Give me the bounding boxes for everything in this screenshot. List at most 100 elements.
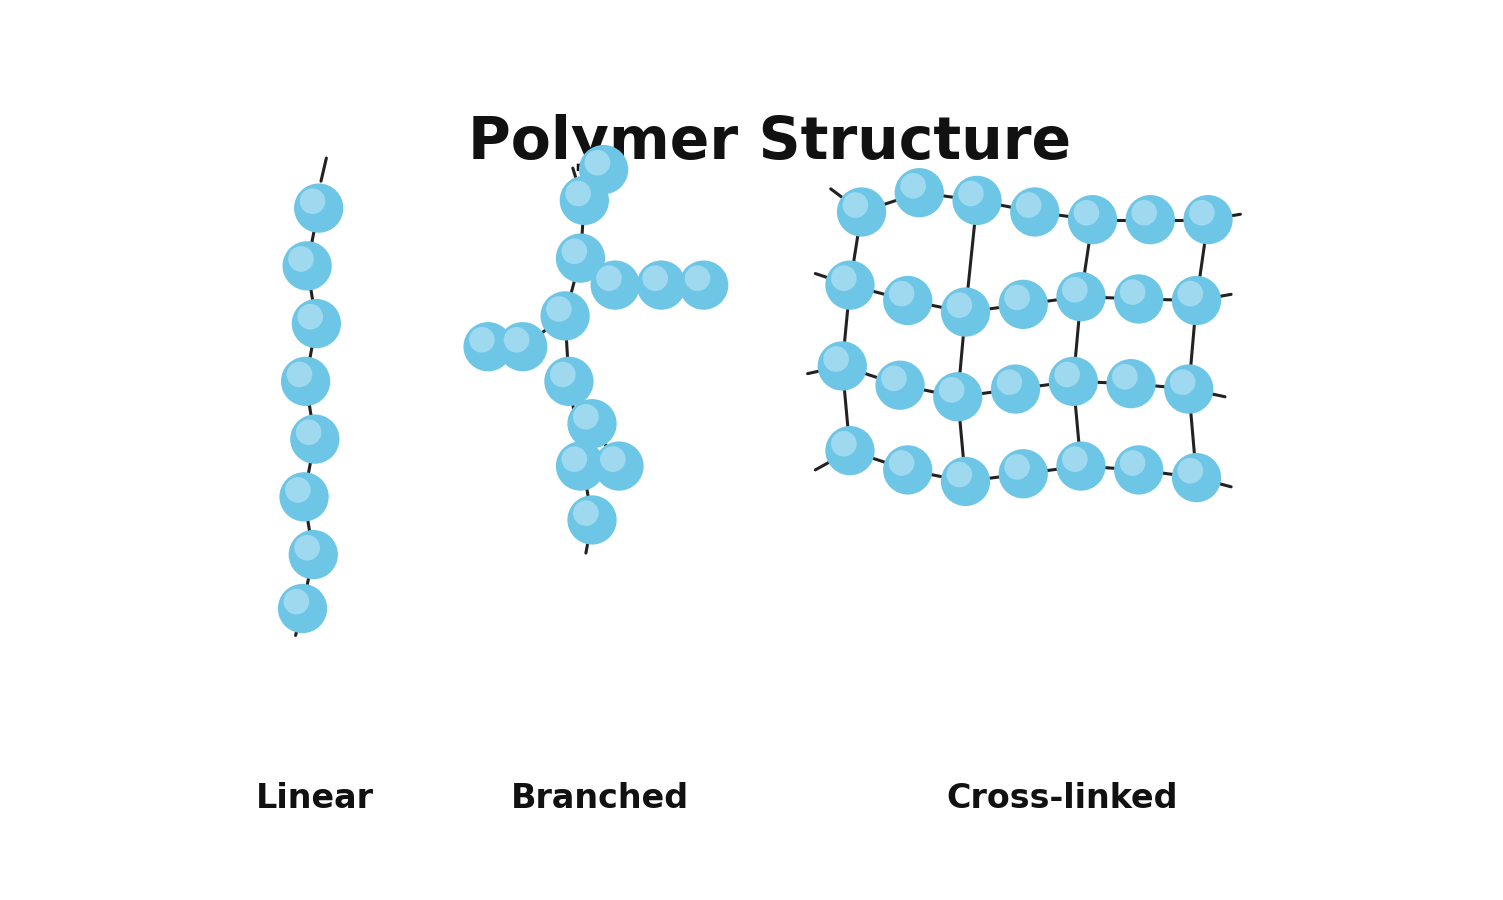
Circle shape xyxy=(1057,441,1106,491)
Circle shape xyxy=(1120,279,1145,305)
Circle shape xyxy=(1120,450,1145,476)
Circle shape xyxy=(1004,284,1030,310)
Circle shape xyxy=(996,369,1022,395)
Circle shape xyxy=(289,530,338,580)
Circle shape xyxy=(1063,446,1088,472)
Circle shape xyxy=(299,188,325,214)
Circle shape xyxy=(550,362,576,387)
Circle shape xyxy=(556,233,606,283)
Circle shape xyxy=(1114,274,1163,324)
Circle shape xyxy=(837,187,887,237)
Circle shape xyxy=(1126,195,1175,244)
Circle shape xyxy=(591,260,640,310)
Circle shape xyxy=(463,322,513,372)
Circle shape xyxy=(292,299,341,348)
Circle shape xyxy=(562,238,588,264)
Circle shape xyxy=(933,372,983,421)
Circle shape xyxy=(1004,454,1030,480)
Circle shape xyxy=(1016,193,1042,218)
Circle shape xyxy=(990,364,1040,414)
Circle shape xyxy=(998,449,1048,499)
Circle shape xyxy=(1069,195,1117,244)
Circle shape xyxy=(565,181,591,206)
Circle shape xyxy=(1132,200,1157,226)
Circle shape xyxy=(881,365,906,392)
Circle shape xyxy=(1049,356,1097,406)
Circle shape xyxy=(888,450,914,476)
Circle shape xyxy=(544,356,594,406)
Circle shape xyxy=(290,415,340,464)
Circle shape xyxy=(679,260,729,310)
Circle shape xyxy=(843,193,869,218)
Circle shape xyxy=(1054,362,1081,387)
Circle shape xyxy=(1169,369,1195,395)
Text: Branched: Branched xyxy=(511,782,688,814)
Circle shape xyxy=(998,280,1048,329)
Circle shape xyxy=(497,322,547,372)
Circle shape xyxy=(947,292,972,318)
Circle shape xyxy=(1063,277,1088,302)
Circle shape xyxy=(1172,453,1220,502)
Circle shape xyxy=(642,266,667,291)
Circle shape xyxy=(280,472,329,521)
Circle shape xyxy=(295,535,320,561)
Circle shape xyxy=(637,260,685,310)
Circle shape xyxy=(875,361,924,410)
Circle shape xyxy=(884,276,932,325)
Circle shape xyxy=(941,287,990,337)
Text: Linear: Linear xyxy=(256,782,374,814)
Circle shape xyxy=(900,173,926,199)
Circle shape xyxy=(1177,458,1202,483)
Circle shape xyxy=(941,457,990,506)
Circle shape xyxy=(286,477,311,503)
Circle shape xyxy=(296,419,322,445)
Circle shape xyxy=(1073,200,1099,226)
Circle shape xyxy=(1172,276,1220,325)
Circle shape xyxy=(1183,195,1232,244)
Circle shape xyxy=(281,356,331,406)
Circle shape xyxy=(825,426,875,475)
Text: Cross-linked: Cross-linked xyxy=(945,782,1177,814)
Circle shape xyxy=(283,241,332,291)
Circle shape xyxy=(888,281,914,306)
Circle shape xyxy=(1010,187,1060,237)
Circle shape xyxy=(469,327,494,353)
Circle shape xyxy=(573,404,598,429)
Circle shape xyxy=(562,446,588,472)
Circle shape xyxy=(831,431,857,456)
Circle shape xyxy=(825,260,875,310)
Circle shape xyxy=(939,377,965,402)
Circle shape xyxy=(884,446,932,494)
Circle shape xyxy=(1114,446,1163,494)
Circle shape xyxy=(585,150,610,176)
Circle shape xyxy=(568,495,616,544)
Text: Polymer Structure: Polymer Structure xyxy=(467,114,1070,171)
Circle shape xyxy=(1057,272,1106,321)
Circle shape xyxy=(568,399,616,448)
Circle shape xyxy=(1165,364,1213,414)
Circle shape xyxy=(894,168,944,217)
Circle shape xyxy=(278,584,328,633)
Circle shape xyxy=(556,441,606,491)
Circle shape xyxy=(600,446,625,472)
Circle shape xyxy=(1177,281,1202,306)
Circle shape xyxy=(947,462,972,488)
Circle shape xyxy=(818,341,867,391)
Circle shape xyxy=(289,246,314,272)
Circle shape xyxy=(831,266,857,291)
Circle shape xyxy=(284,589,310,615)
Circle shape xyxy=(295,184,343,233)
Circle shape xyxy=(824,346,849,372)
Circle shape xyxy=(1106,359,1156,409)
Circle shape xyxy=(573,500,598,526)
Circle shape xyxy=(504,327,529,353)
Circle shape xyxy=(298,304,323,329)
Circle shape xyxy=(685,266,711,291)
Circle shape xyxy=(957,181,983,206)
Circle shape xyxy=(287,362,313,387)
Circle shape xyxy=(559,176,609,225)
Circle shape xyxy=(597,266,622,291)
Circle shape xyxy=(1112,364,1138,390)
Circle shape xyxy=(579,145,628,194)
Circle shape xyxy=(953,176,1001,225)
